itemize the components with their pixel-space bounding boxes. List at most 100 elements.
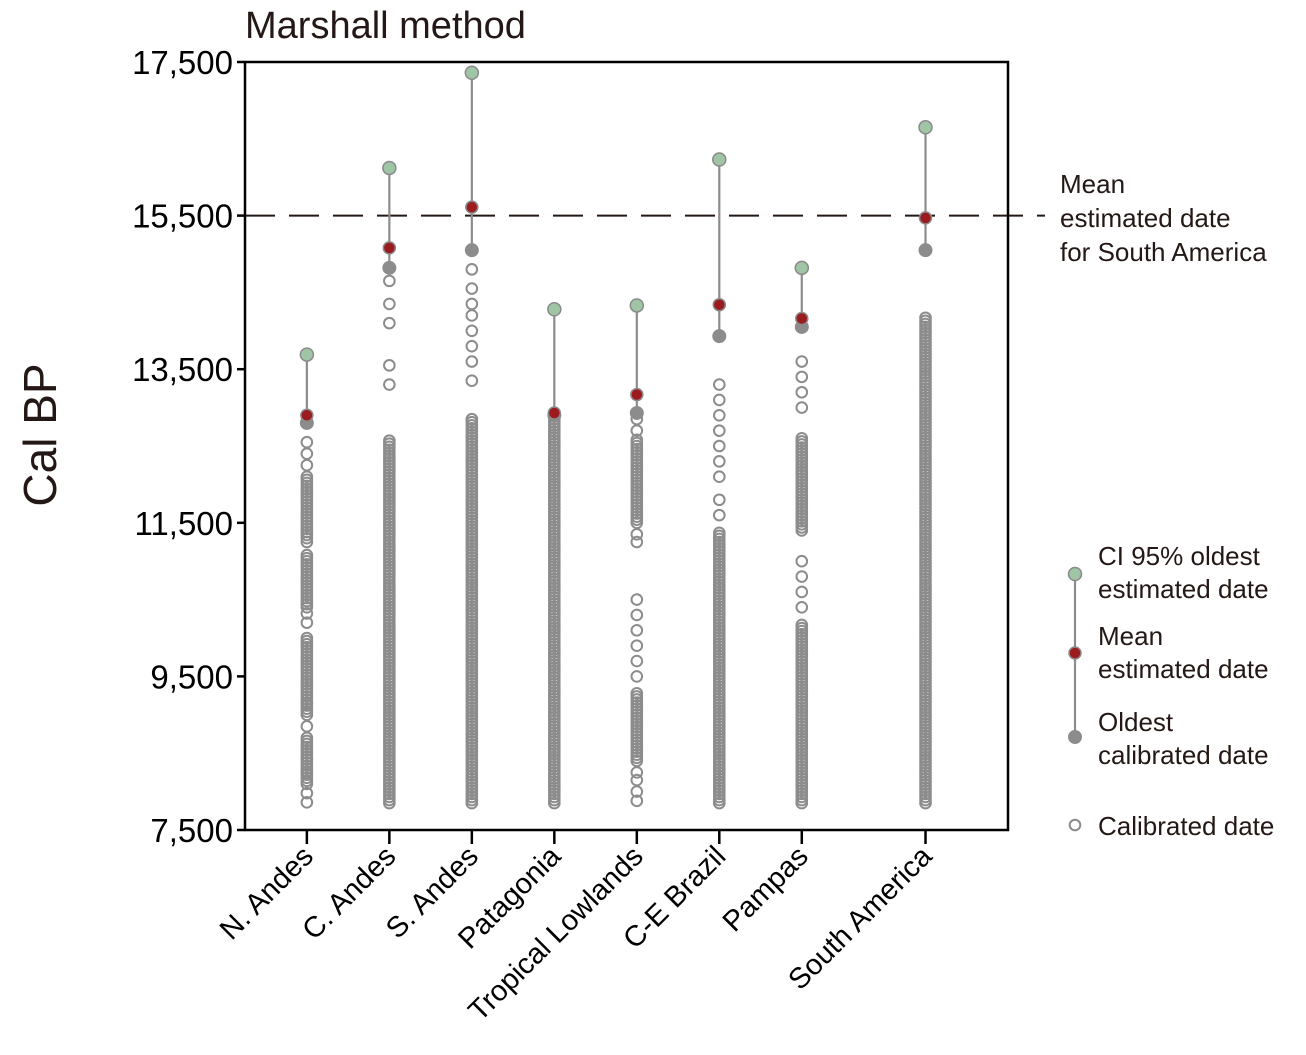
calibrated-date-point	[300, 435, 314, 449]
mean-estimated-point	[795, 311, 809, 326]
ci95-oldest-point	[464, 65, 480, 81]
calibrated-date-point	[712, 526, 726, 540]
calibrated-date-point	[795, 355, 809, 368]
ci95-oldest-point	[382, 160, 397, 176]
ci95-oldest-point	[547, 302, 562, 317]
calibrated-date-point	[465, 374, 479, 388]
calibrated-date-point	[465, 339, 479, 353]
calibrated-date-point	[630, 433, 644, 447]
calibrated-date-point	[630, 535, 644, 549]
legend-label: CI 95% oldest	[1098, 541, 1261, 571]
calibrated-date-point	[712, 470, 726, 484]
calibrated-date-point	[383, 378, 396, 391]
calibrated-date-point	[712, 455, 726, 468]
calibrated-date-point	[300, 766, 314, 779]
calibrated-date-point	[795, 600, 809, 614]
calibrated-date-point	[630, 773, 644, 787]
ci95-oldest-point	[918, 120, 933, 135]
y-tick-label: 13,500	[132, 351, 233, 388]
calibrated-date-point	[795, 618, 809, 632]
mean-estimated-point	[465, 200, 479, 214]
calibrated-date-point	[712, 424, 726, 437]
legend-label: calibrated date	[1098, 740, 1269, 770]
mean-estimated-point	[300, 408, 314, 423]
legend-label: estimated date	[1098, 654, 1269, 684]
x-category-label: Pampas	[717, 840, 815, 938]
calibrated-date-point	[383, 359, 396, 372]
legend-mean-marker	[1068, 646, 1082, 660]
calibrated-date-point	[300, 786, 314, 800]
calibrated-date-point	[300, 548, 314, 562]
calibrated-date-point	[712, 493, 726, 507]
mean-estimated-point	[382, 241, 397, 255]
calibrated-date-point	[465, 282, 479, 295]
legend-oldest-marker	[1068, 730, 1082, 744]
calibrated-date-point	[383, 297, 396, 311]
reference-line-group: Mean estimated date for South America	[245, 169, 1267, 267]
calibrated-date-point	[300, 607, 314, 620]
mean-estimated-point	[630, 387, 644, 402]
calibrated-date-point	[383, 274, 396, 288]
calibrated-date-point	[630, 654, 644, 668]
estimate-stems-layer	[305, 72, 927, 423]
calibrated-date-point	[795, 432, 809, 445]
calibrated-dates-layer	[300, 263, 932, 844]
y-tick-label: 17,500	[132, 44, 233, 81]
calibrated-date-point	[300, 720, 314, 733]
calibrated-date-point	[300, 616, 314, 629]
chart-title: Marshall method	[245, 5, 526, 47]
calibrated-date-point	[383, 434, 396, 447]
legend-label: Oldest	[1098, 707, 1174, 737]
legend-label: Mean	[1098, 621, 1163, 651]
calibrated-date-point	[300, 796, 314, 809]
calibrated-date-point	[630, 670, 644, 683]
calibrated-date-point	[712, 378, 726, 391]
calibrated-date-point	[712, 408, 726, 422]
calibrated-date-point	[630, 593, 644, 606]
y-tick-label: 9,500	[150, 658, 233, 695]
calibrated-date-point	[795, 554, 809, 568]
reference-line-label: estimated date	[1060, 203, 1231, 233]
oldest-calibrated-point	[629, 405, 644, 420]
calibrated-date-point	[630, 794, 644, 808]
calibrated-date-point	[300, 696, 314, 710]
calibrated-date-point	[795, 570, 809, 583]
calibrated-date-point	[795, 370, 809, 384]
oldest-calibrated-point	[382, 260, 397, 275]
calibrated-date-point	[465, 309, 479, 322]
calibrated-date-point	[712, 393, 726, 407]
calibrated-date-point	[712, 439, 726, 453]
calibrated-date-point	[300, 458, 314, 472]
y-axis: 7,500 9,500 11,500 13,500 15,500 17,500	[132, 44, 245, 849]
legend-calibrated-marker	[1068, 818, 1082, 832]
calibrated-date-point	[465, 324, 479, 338]
estimate-points-layer	[299, 65, 933, 430]
calibrated-date-point	[630, 766, 644, 779]
calibrated-date-point	[465, 297, 479, 311]
calibrated-date-point	[795, 401, 809, 414]
calibrated-date-point	[383, 316, 396, 330]
oldest-calibrated-point	[918, 243, 933, 258]
legend-label: Calibrated date	[1098, 811, 1274, 841]
calibrated-date-point	[630, 608, 644, 622]
y-tick-label: 7,500	[150, 812, 233, 849]
calibrated-date-point	[630, 528, 644, 541]
ci95-oldest-point	[712, 152, 727, 167]
calibrated-date-point	[630, 624, 644, 637]
mean-estimated-point	[712, 297, 727, 312]
calibrated-date-point	[300, 631, 314, 645]
reference-line-label: for South America	[1060, 237, 1267, 267]
calibrated-date-point	[300, 753, 314, 766]
calibrated-date-point	[795, 585, 809, 599]
calibrated-date-point	[630, 686, 644, 700]
y-tick-label: 15,500	[132, 198, 233, 235]
calibrated-date-point	[712, 508, 726, 522]
ci95-oldest-point	[629, 298, 645, 313]
calibrated-date-point	[300, 535, 314, 549]
ci95-oldest-point	[794, 260, 810, 276]
y-tick-label: 11,500	[135, 505, 233, 542]
legend-ci95-marker	[1067, 566, 1083, 582]
